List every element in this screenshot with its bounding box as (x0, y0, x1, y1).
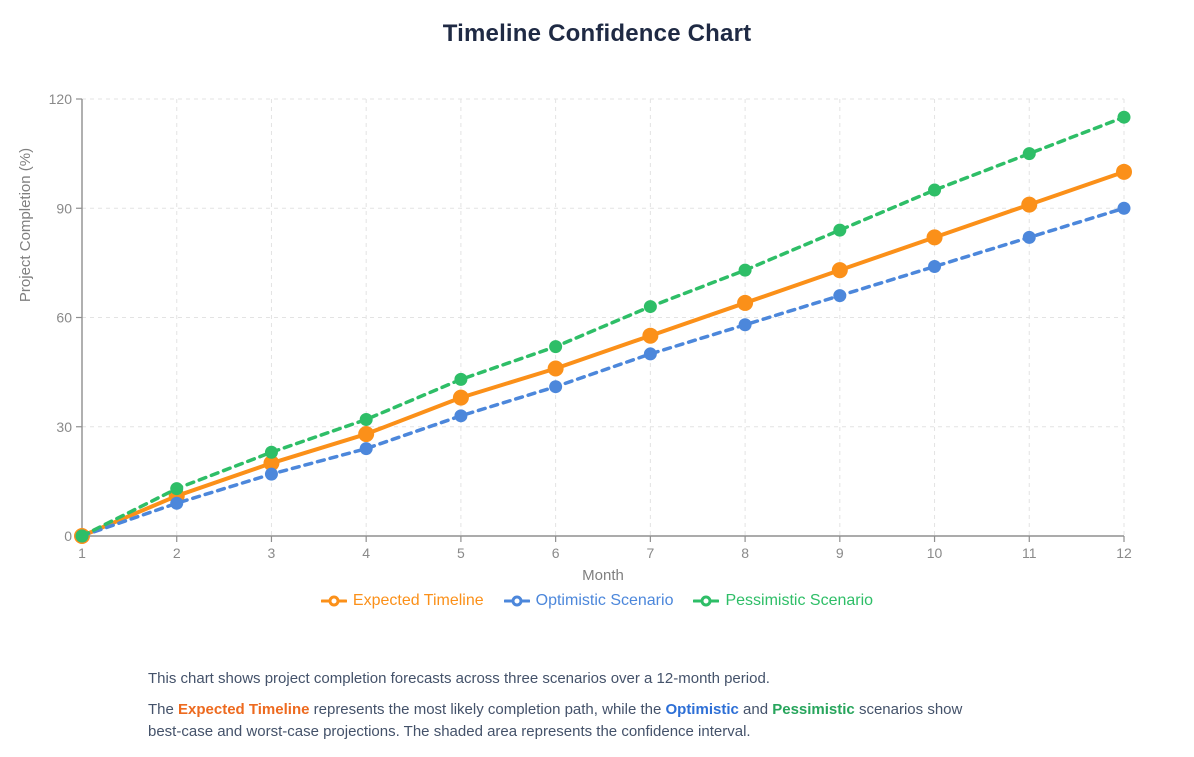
x-tick-label: 2 (173, 545, 181, 561)
description-highlight-pessimistic: Pessimistic (772, 701, 855, 718)
x-tick-label: 9 (836, 545, 844, 561)
y-tick-label: 60 (56, 310, 72, 326)
data-point-pessimistic-scenario-month-9[interactable] (833, 223, 847, 237)
x-tick-label: 5 (457, 545, 465, 561)
y-tick-label: 30 (56, 419, 72, 435)
data-point-optimistic-scenario-month-10[interactable] (928, 260, 942, 274)
x-tick-label: 8 (741, 545, 749, 561)
legend-item-expected-timeline[interactable]: Expected Timeline (320, 592, 484, 610)
y-tick-label: 90 (56, 200, 72, 216)
data-point-expected-timeline-month-8[interactable] (737, 294, 754, 311)
data-point-optimistic-scenario-month-3[interactable] (264, 467, 278, 481)
legend-marker-icon-expected-timeline (320, 595, 347, 607)
legend-marker-icon-optimistic-scenario (503, 595, 530, 607)
x-axis-title: Month (582, 567, 624, 584)
chart-title: Timeline Confidence Chart (442, 20, 752, 47)
x-tick-label: 1 (78, 545, 86, 561)
data-point-pessimistic-scenario-month-10[interactable] (928, 183, 942, 197)
series-line-optimistic-scenario (80, 206, 1126, 538)
data-point-optimistic-scenario-month-8[interactable] (738, 318, 752, 332)
data-point-optimistic-scenario-month-2[interactable] (170, 496, 184, 510)
x-tick-label: 10 (927, 545, 943, 561)
description-text: The (148, 701, 179, 718)
data-point-expected-timeline-month-3[interactable] (263, 455, 280, 472)
data-point-optimistic-scenario-month-11[interactable] (1022, 230, 1036, 244)
x-tick-label: 4 (362, 545, 370, 561)
data-point-expected-timeline-month-7[interactable] (642, 327, 659, 344)
description-highlight-optimistic: Optimistic (665, 701, 739, 718)
chart-description: This chart shows project completion fore… (148, 668, 982, 743)
data-point-optimistic-scenario-month-12[interactable] (1117, 201, 1131, 215)
y-axis-title: Project Completion (%) (17, 148, 34, 302)
data-point-pessimistic-scenario-month-1[interactable] (75, 529, 89, 543)
x-tick-label: 11 (1022, 545, 1037, 561)
data-point-expected-timeline-month-5[interactable] (452, 389, 469, 406)
description-line-2: The Expected Timeline represents the mos… (148, 699, 982, 743)
chart-legend: Expected Timeline Optimistic Scenario Pess… (0, 592, 1194, 610)
legend-label-expected-timeline: Expected Timeline (352, 592, 484, 609)
data-point-pessimistic-scenario-month-2[interactable] (170, 482, 184, 496)
data-point-expected-timeline-month-6[interactable] (547, 360, 564, 377)
y-tick-label: 120 (49, 91, 73, 107)
series-line-expected-timeline (80, 169, 1126, 538)
x-tick-label: 6 (552, 545, 560, 561)
data-point-pessimistic-scenario-month-5[interactable] (454, 372, 468, 386)
data-point-pessimistic-scenario-month-6[interactable] (549, 340, 563, 354)
legend-label-pessimistic-scenario: Pessimistic Scenario (725, 592, 874, 609)
series-line-pessimistic-scenario (80, 115, 1126, 538)
data-point-expected-timeline-month-12[interactable] (1116, 163, 1132, 180)
data-point-expected-timeline-month-11[interactable] (1021, 196, 1038, 213)
data-point-expected-timeline-month-9[interactable] (831, 262, 848, 279)
description-text: represents the most likely completion pa… (309, 701, 666, 718)
legend-marker-icon-pessimistic-scenario (693, 595, 720, 607)
data-point-expected-timeline-month-10[interactable] (926, 229, 943, 246)
data-point-pessimistic-scenario-month-3[interactable] (264, 445, 278, 459)
data-point-optimistic-scenario-month-7[interactable] (643, 347, 657, 361)
legend-label-optimistic-scenario: Optimistic Scenario (535, 592, 674, 609)
data-point-optimistic-scenario-month-4[interactable] (359, 442, 373, 456)
description-line-1: This chart shows project completion fore… (148, 670, 770, 687)
legend-item-optimistic-scenario[interactable]: Optimistic Scenario (503, 592, 674, 610)
data-point-optimistic-scenario-month-9[interactable] (833, 289, 847, 303)
description-highlight-expected-timeline: Expected Timeline (178, 701, 310, 718)
data-point-pessimistic-scenario-month-7[interactable] (643, 300, 657, 314)
description-text: scenarios show best-case and worst-case … (148, 701, 963, 740)
x-tick-label: 3 (268, 545, 276, 561)
data-point-pessimistic-scenario-month-8[interactable] (738, 263, 752, 277)
x-tick-label: 7 (646, 545, 654, 561)
data-point-expected-timeline-month-4[interactable] (358, 426, 375, 443)
data-point-pessimistic-scenario-month-4[interactable] (359, 412, 373, 426)
y-tick-label: 0 (64, 528, 72, 544)
data-point-pessimistic-scenario-month-12[interactable] (1117, 110, 1131, 124)
x-tick-label: 12 (1116, 545, 1132, 561)
data-point-pessimistic-scenario-month-11[interactable] (1022, 147, 1036, 161)
legend-item-pessimistic-scenario[interactable]: Pessimistic Scenario (693, 592, 873, 610)
data-point-optimistic-scenario-month-5[interactable] (454, 409, 468, 423)
description-text: and (738, 701, 773, 718)
data-point-optimistic-scenario-month-6[interactable] (549, 380, 563, 394)
